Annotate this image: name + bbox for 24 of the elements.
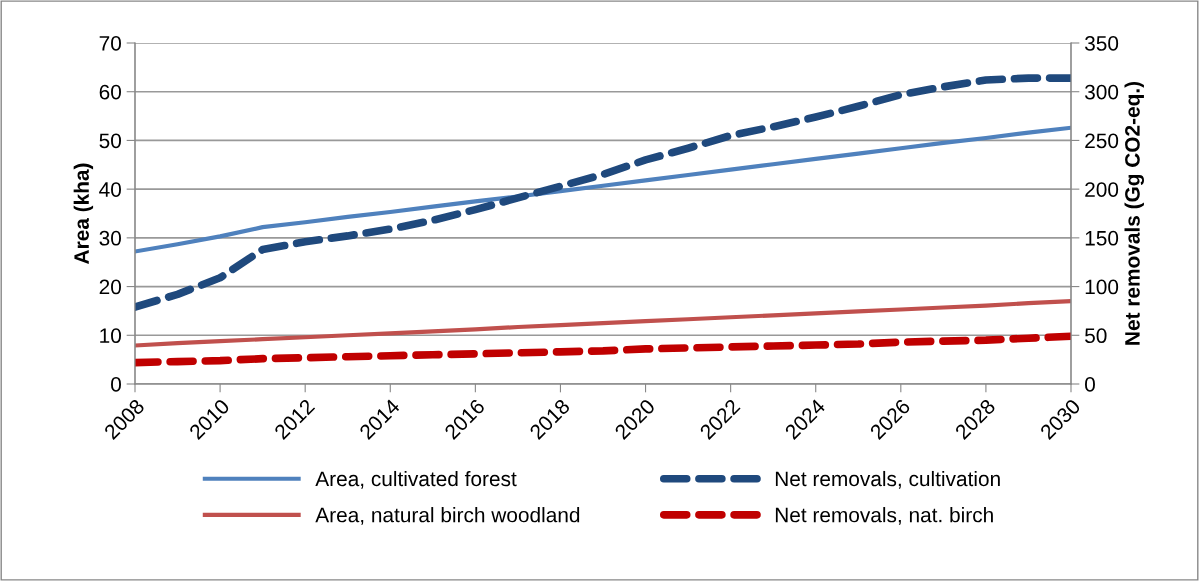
- y2-tick-label: 300: [1084, 84, 1119, 100]
- y2-tick-label: 0: [1085, 377, 1095, 392]
- legend-label: Area, natural birch woodland: [315, 507, 580, 525]
- y-tick-label: 50: [99, 133, 121, 149]
- y-tick-label: 30: [99, 230, 121, 246]
- y2-tick-label: 350: [1084, 36, 1119, 51]
- y2-tick-label: 100: [1085, 279, 1119, 295]
- y2-tick-label: 150: [1085, 230, 1119, 246]
- y2-tick-label: 250: [1085, 133, 1119, 149]
- y2-tick-label: 200: [1085, 182, 1119, 197]
- y-tick-label: 60: [99, 84, 121, 100]
- y-tick-label: 70: [99, 36, 121, 51]
- y-axis-title: Area (kha): [73, 163, 94, 264]
- legend-label: Net removals, nat. birch: [775, 507, 993, 525]
- y-tick-label: 20: [99, 279, 121, 295]
- y-tick-label: 40: [99, 182, 121, 197]
- y2-tick-label: 50: [1085, 328, 1107, 344]
- legend-label: Net removals, cultivation: [775, 470, 1000, 489]
- y-tick-label: 0: [111, 377, 121, 392]
- legend-label: Area, cultivated forest: [315, 470, 517, 489]
- y2-axis-title: Net removals (Gg CO2-eq.): [1124, 81, 1145, 345]
- y-tick-label: 10: [100, 328, 121, 344]
- line-series: [135, 299, 1071, 348]
- line-series: [135, 125, 1071, 254]
